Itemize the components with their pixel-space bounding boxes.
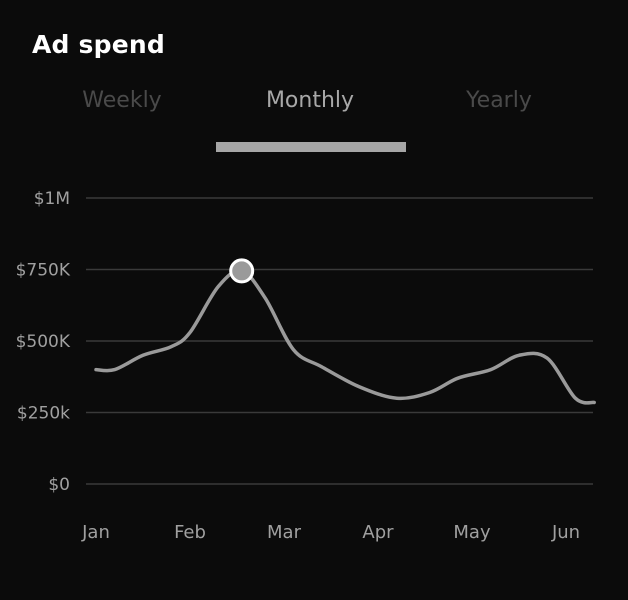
peak-point-marker: [229, 258, 255, 284]
page-title: Ad spend: [32, 30, 165, 59]
y-tick-label: $250k: [17, 404, 70, 424]
active-tab-indicator: [216, 142, 406, 152]
y-tick-label: $1M: [34, 189, 70, 209]
x-tick-label: Jan: [81, 522, 110, 543]
x-tick-label: Mar: [267, 522, 302, 543]
y-tick-label: $750K: [16, 261, 71, 281]
tab-weekly[interactable]: Weekly: [82, 88, 162, 113]
x-tick-label: May: [453, 522, 491, 543]
x-tick-label: Apr: [362, 522, 394, 543]
tab-yearly[interactable]: Yearly: [466, 88, 532, 113]
x-tick-label: Feb: [174, 522, 206, 543]
ad-spend-series-line: [94, 268, 596, 405]
x-tick-label: Jun: [551, 522, 580, 543]
y-tick-label: $500K: [16, 332, 71, 352]
tab-monthly[interactable]: Monthly: [265, 88, 355, 113]
y-tick-label: $0: [48, 475, 70, 495]
